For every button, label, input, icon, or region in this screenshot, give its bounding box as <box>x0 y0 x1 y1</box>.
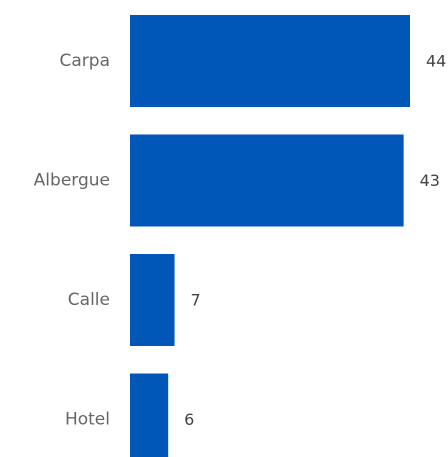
value-label-hotel: 6 <box>184 410 194 429</box>
value-label-carpa: 44 <box>426 52 446 71</box>
bar-carpa <box>130 15 410 107</box>
bar-calle <box>130 254 175 346</box>
category-label-carpa: Carpa <box>60 51 111 71</box>
category-label-albergue: Albergue <box>34 171 110 191</box>
value-label-albergue: 43 <box>420 171 440 190</box>
bar-albergue <box>130 134 404 227</box>
plot-area: Carpa 44 Albergue 43 Calle 7 Hotel 6 <box>34 15 446 457</box>
value-label-calle: 7 <box>191 291 201 310</box>
category-label-hotel: Hotel <box>65 410 110 430</box>
bar-hotel <box>130 373 169 457</box>
category-label-calle: Calle <box>68 290 110 310</box>
